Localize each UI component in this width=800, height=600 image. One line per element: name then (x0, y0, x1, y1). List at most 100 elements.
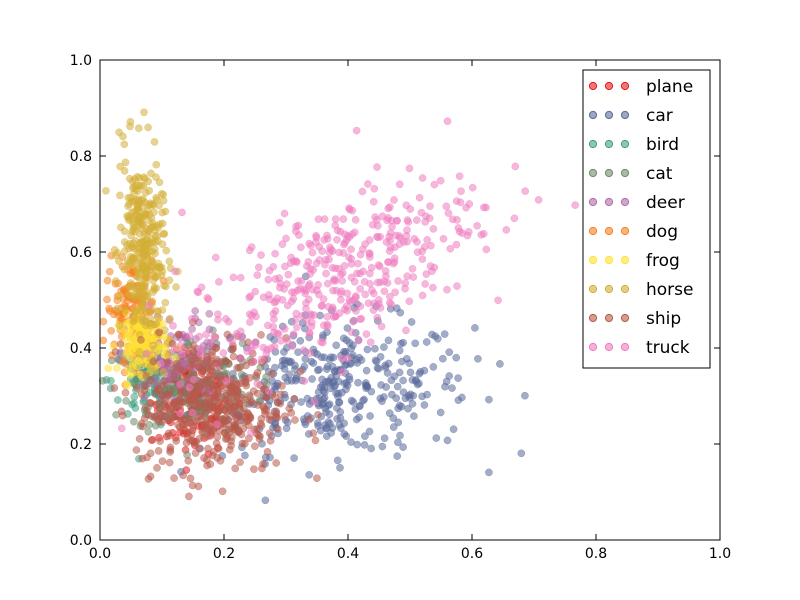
point-truck (448, 215, 457, 224)
point-truck (353, 269, 361, 278)
point-ship (143, 453, 151, 462)
point-truck (354, 336, 363, 345)
point-ship (261, 393, 270, 401)
point-horse (131, 223, 139, 232)
point-truck (361, 240, 369, 248)
point-car (485, 395, 493, 404)
point-horse (120, 238, 129, 246)
point-truck (271, 307, 280, 315)
point-truck (502, 226, 511, 234)
point-truck (446, 244, 455, 253)
point-ship (163, 358, 172, 367)
point-ship (187, 356, 196, 365)
point-truck (318, 247, 327, 255)
x-tick-label: 0.4 (337, 546, 359, 562)
point-truck (210, 332, 219, 341)
point-ship (170, 399, 179, 408)
point-truck (386, 292, 394, 301)
point-ship (280, 412, 289, 421)
point-truck (265, 387, 273, 395)
point-dog (103, 295, 111, 304)
point-car (333, 404, 341, 412)
point-horse (115, 128, 123, 137)
point-ship (236, 363, 245, 371)
point-ship (240, 395, 249, 404)
point-horse (126, 122, 134, 131)
point-truck (317, 338, 325, 346)
point-ship (236, 379, 244, 388)
point-truck (236, 273, 245, 282)
point-truck (264, 275, 273, 284)
point-car (474, 354, 482, 363)
y-tick-label: 0.4 (70, 341, 92, 357)
point-truck (394, 277, 402, 285)
point-truck (196, 350, 204, 359)
point-ship (175, 395, 184, 403)
point-truck (185, 331, 194, 340)
point-truck (571, 201, 580, 209)
point-ship (204, 424, 212, 433)
point-ship (229, 403, 238, 411)
point-ship (116, 340, 125, 348)
point-car (454, 374, 462, 382)
point-frog (104, 364, 113, 373)
point-truck (375, 262, 384, 271)
point-car (399, 376, 407, 385)
point-car (305, 470, 314, 479)
point-truck (176, 380, 184, 389)
legend-marker-plane (588, 81, 598, 91)
point-truck (251, 287, 260, 296)
point-ship (201, 391, 210, 400)
point-frog (133, 356, 142, 364)
point-ship (174, 330, 183, 339)
point-truck (145, 301, 153, 310)
point-truck (333, 235, 341, 244)
point-ship (296, 367, 305, 376)
point-truck (362, 330, 371, 338)
point-horse (161, 207, 170, 216)
point-horse (124, 202, 132, 210)
point-car (408, 399, 417, 408)
point-truck (373, 233, 382, 242)
point-car (496, 360, 504, 368)
point-ship (216, 372, 225, 381)
point-ship (200, 398, 209, 407)
point-ship (176, 366, 184, 374)
point-car (290, 454, 298, 462)
point-ship (135, 435, 144, 443)
point-truck (278, 240, 287, 249)
point-truck (415, 193, 424, 202)
point-truck (389, 259, 398, 268)
point-car (324, 418, 333, 426)
point-ship (206, 460, 215, 469)
point-truck (361, 290, 370, 299)
point-car (406, 368, 415, 377)
point-truck (372, 216, 381, 224)
point-truck (330, 275, 339, 284)
legend-label-truck: truck (646, 338, 690, 358)
point-truck (306, 269, 315, 278)
point-truck (329, 286, 337, 295)
point-car (420, 401, 429, 409)
point-truck (328, 303, 337, 312)
point-car (422, 338, 431, 346)
point-car (271, 363, 279, 372)
point-truck (331, 215, 340, 223)
point-truck (282, 234, 290, 243)
point-car (442, 377, 451, 386)
y-tick-label: 0.0 (70, 533, 92, 549)
legend-marker-ship (604, 313, 614, 323)
point-horse (137, 219, 146, 228)
point-frog (124, 327, 132, 335)
point-truck (219, 349, 228, 357)
point-car (322, 365, 331, 374)
legend-marker-deer (620, 197, 630, 207)
point-ship (185, 492, 193, 501)
point-horse (161, 282, 170, 291)
point-truck (408, 264, 417, 273)
point-truck (463, 231, 472, 240)
point-car (409, 391, 418, 400)
point-cat (262, 373, 271, 381)
point-car (377, 381, 385, 389)
point-truck (280, 285, 288, 293)
